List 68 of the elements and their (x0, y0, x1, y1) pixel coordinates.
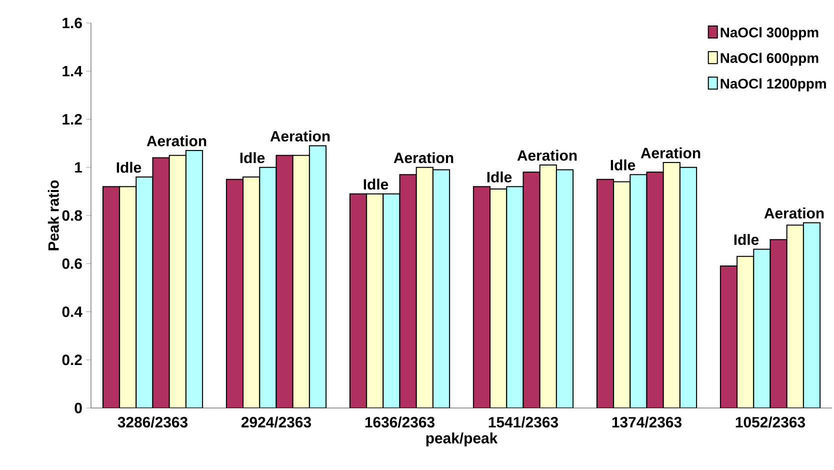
bar (382, 193, 400, 408)
bar (136, 176, 154, 408)
bar (102, 186, 120, 408)
bar (292, 154, 310, 408)
annotation: Idle (116, 162, 142, 173)
legend-label: NaOCl 600ppm (720, 52, 818, 66)
bar (770, 239, 788, 408)
y-tick-label: 1 (75, 162, 82, 173)
annotation: Aeration (517, 150, 577, 161)
bar (119, 186, 137, 408)
x-tick-label: 1052/2363 (736, 416, 806, 428)
bar (753, 248, 771, 408)
bar (522, 172, 540, 408)
y-tick-label: 0.6 (62, 258, 82, 269)
x-tick-label: 1541/2363 (488, 416, 558, 428)
bar (152, 157, 170, 408)
bar (786, 224, 804, 408)
y-tick-label: 0.4 (62, 306, 82, 318)
bar (646, 172, 664, 408)
bar (613, 181, 631, 408)
x-tick-label: 1636/2363 (365, 416, 435, 428)
annotation: Aeration (146, 135, 206, 146)
bar (802, 222, 821, 408)
bar (539, 164, 557, 408)
annotation: Idle (240, 152, 265, 164)
bar (490, 188, 508, 408)
bar (242, 176, 260, 408)
annotation: Idle (487, 171, 512, 182)
bar (662, 162, 680, 408)
annotation: Idle (610, 159, 636, 170)
bar (506, 186, 524, 408)
bar (259, 166, 277, 408)
y-tick-label: 0 (74, 402, 82, 414)
legend-label: NaOCl 300ppm (720, 27, 818, 40)
annotation: Aeration (764, 208, 824, 219)
bar (630, 174, 648, 408)
annotation: Aeration (394, 152, 454, 164)
bar (596, 178, 614, 408)
bar (679, 166, 698, 408)
y-tick-label: 1.4 (62, 66, 82, 76)
bar (276, 154, 294, 408)
bar (399, 174, 417, 408)
y-tick-label: 0.2 (62, 354, 82, 366)
annotation: Idle (734, 234, 759, 245)
bar (736, 256, 754, 408)
bar (416, 166, 434, 408)
y-tick-label: 1.2 (62, 114, 82, 124)
y-axis-title: Peak ratio (48, 180, 59, 250)
bar (472, 186, 491, 408)
annotation: Idle (364, 178, 388, 190)
bar (185, 150, 204, 408)
bar (720, 266, 738, 408)
bar (308, 145, 327, 408)
bar (432, 169, 450, 408)
x-axis-title: peak/peak (426, 432, 498, 446)
x-tick-label: 1374/2363 (612, 416, 682, 428)
annotation: Aeration (640, 147, 700, 158)
legend-label: NaOCl 1200ppm (720, 78, 826, 92)
bar (556, 169, 574, 408)
bar (349, 193, 368, 408)
y-tick-label: 0.8 (62, 210, 82, 221)
annotation: Aeration (270, 130, 330, 142)
bar (168, 154, 186, 408)
bar (226, 178, 244, 408)
x-tick-label: 2924/2363 (241, 416, 312, 428)
y-tick-label: 1.6 (62, 18, 82, 28)
x-tick-label: 3286/2363 (118, 416, 188, 428)
bar (366, 193, 384, 408)
